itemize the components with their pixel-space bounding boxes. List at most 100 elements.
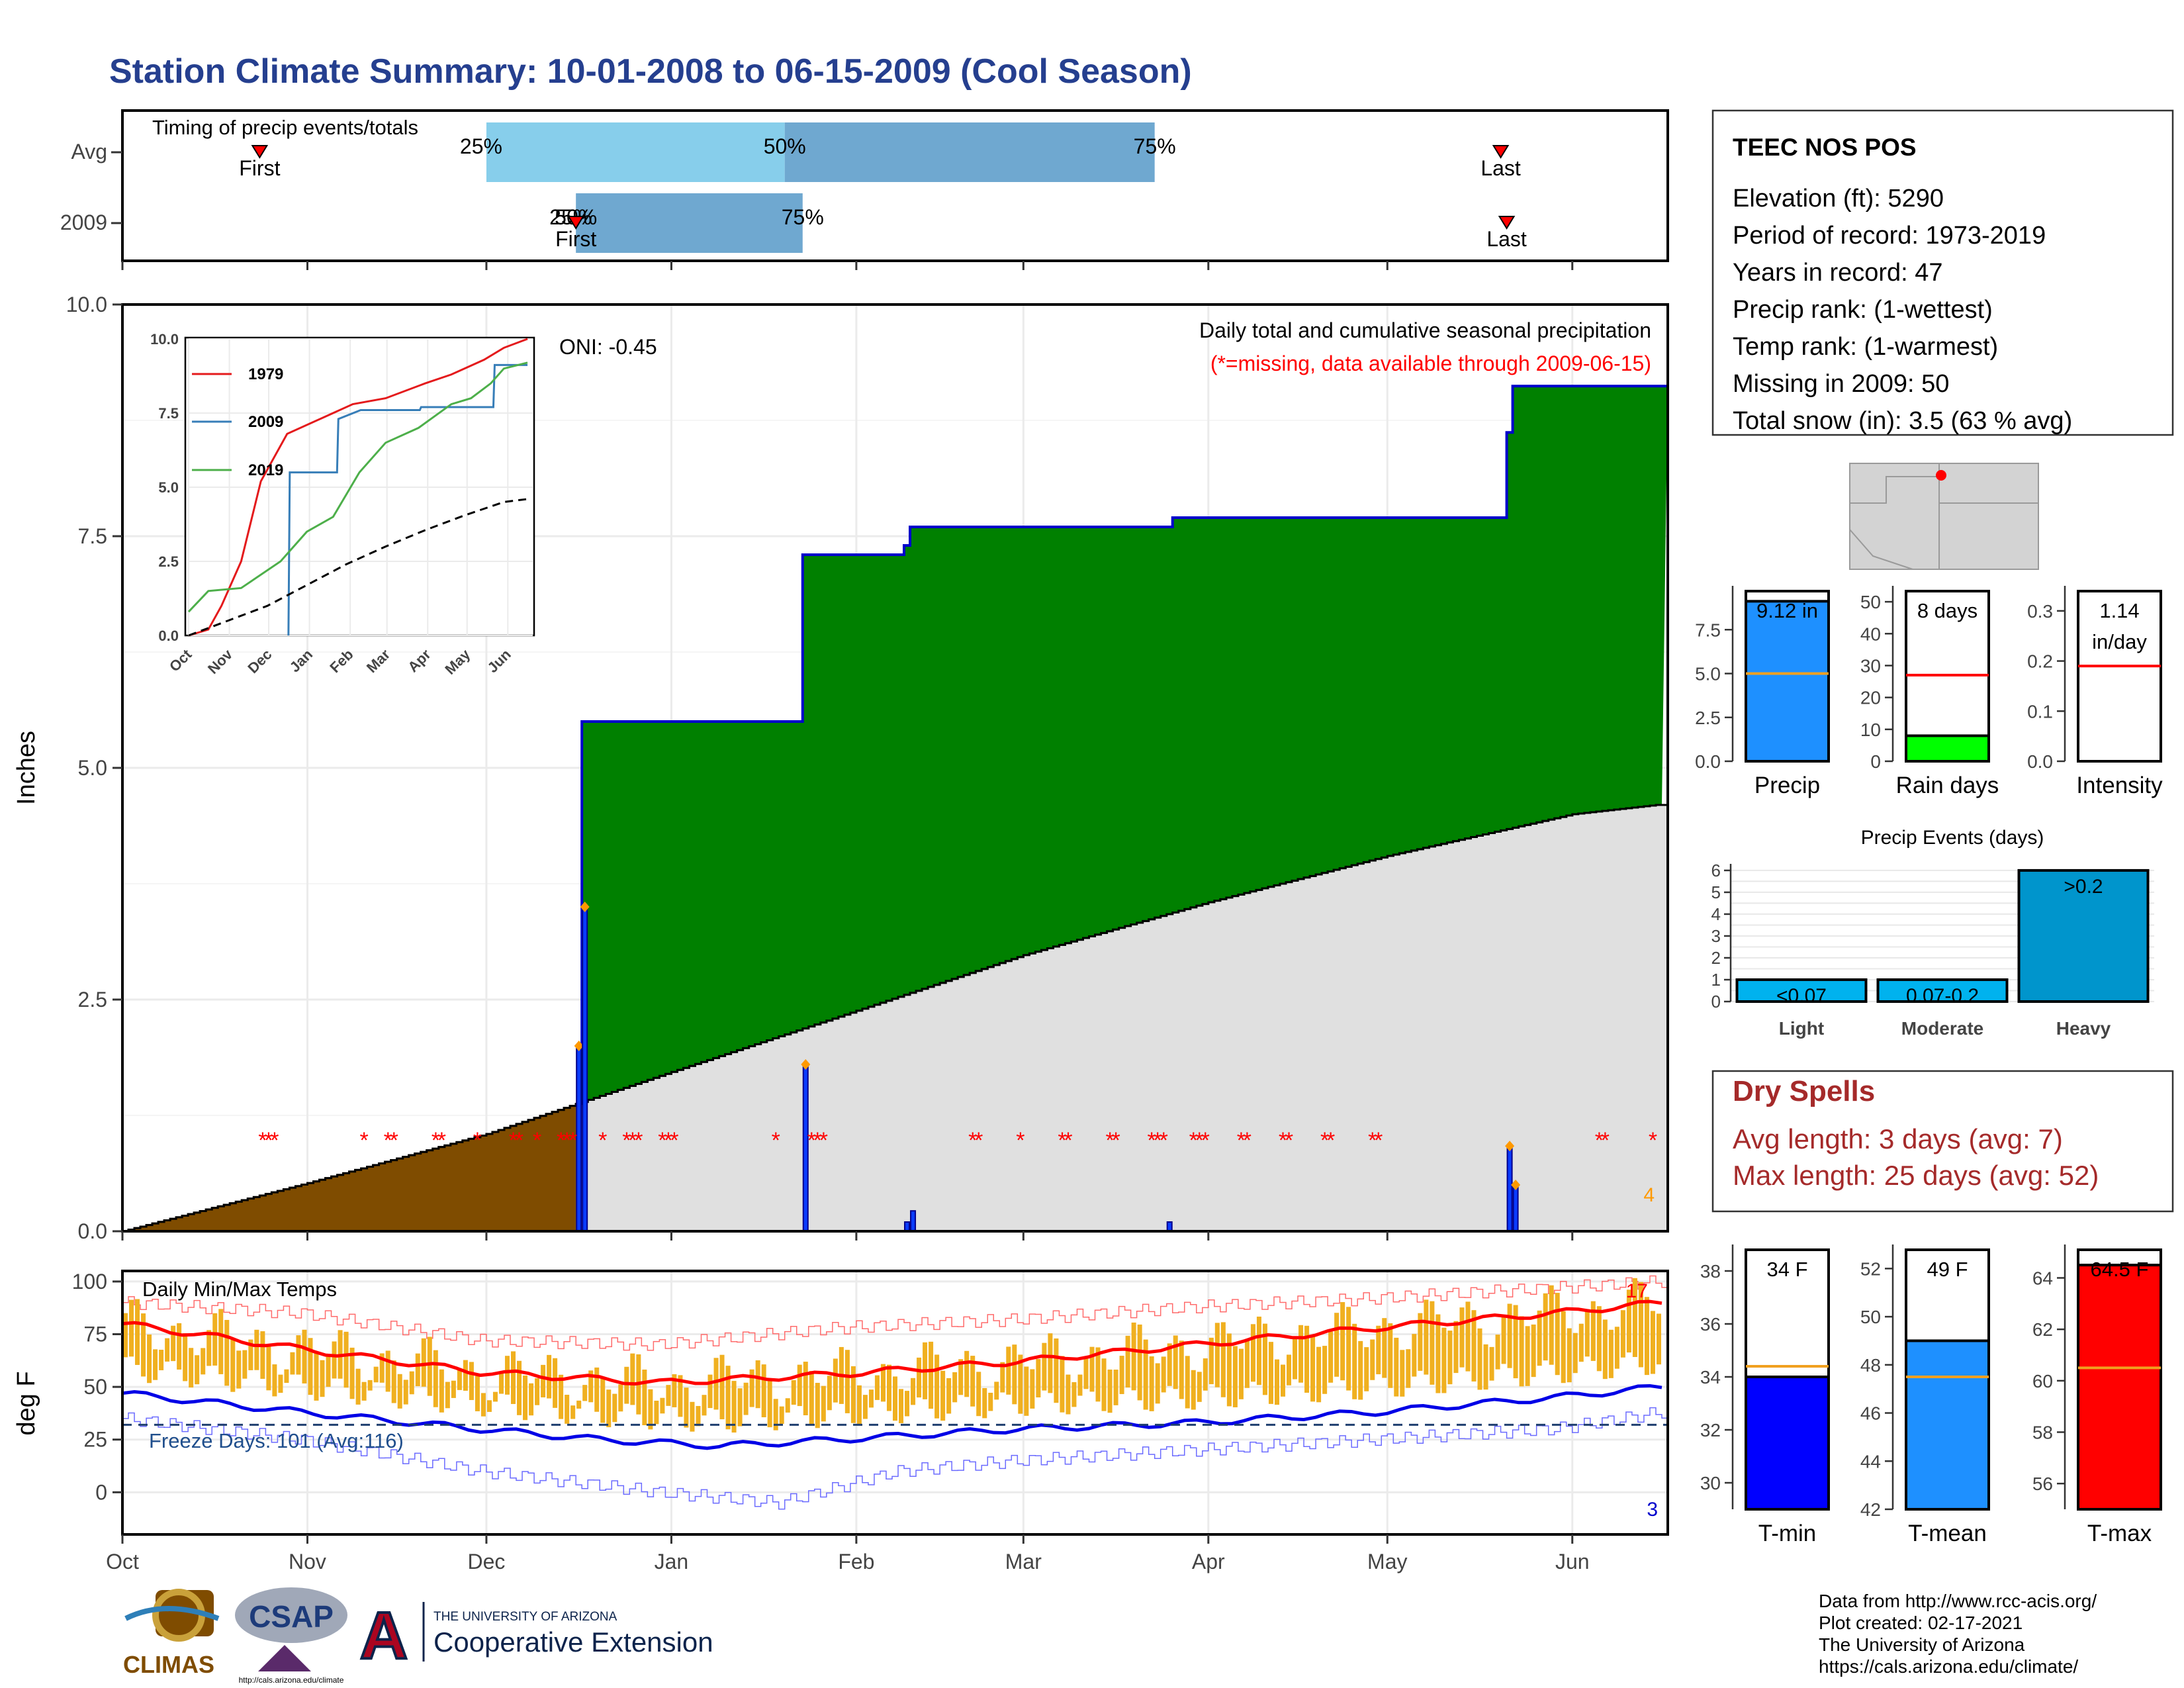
daily-temp-bar (1328, 1331, 1334, 1383)
daily-temp-bar (1430, 1301, 1435, 1385)
inset-legend-label: 1979 (248, 365, 283, 383)
daily-temp-bar (123, 1313, 128, 1358)
missing-day-marker: * (622, 1128, 631, 1153)
summary-ytick-label: 32 (1700, 1420, 1721, 1440)
dry-spells-box: Dry Spells Avg length: 3 days (avg: 7) M… (1711, 1070, 2174, 1213)
daily-temp-bar (1280, 1364, 1286, 1397)
daily-temp-bar (779, 1406, 784, 1424)
missing-day-marker: * (515, 1128, 523, 1153)
summary-ytick-label: 0.2 (2027, 651, 2053, 672)
missing-day-marker: * (1195, 1128, 1204, 1153)
month-label: Apr (1192, 1550, 1225, 1573)
timing-p75-label: 75% (782, 205, 824, 229)
ua-logo: A THE UNIVERSITY OF ARIZONA Cooperative … (359, 1597, 713, 1674)
timing-p75-label: 75% (1134, 134, 1176, 158)
daily-temp-bar (1137, 1324, 1142, 1401)
daily-temp-bar (421, 1338, 426, 1387)
missing-day-marker: * (569, 1128, 577, 1153)
hot-count-label: 17 (1626, 1280, 1648, 1302)
missing-day-marker: * (1595, 1128, 1604, 1153)
precip-chart-subtitle: (*=missing, data available through 2009-… (1210, 352, 1651, 375)
daily-temp-bar (1083, 1358, 1089, 1389)
temp-summary-bars: 30 32 34 36 38 34 F T-min 42 44 46 48 50 52 49 F T-mea… (1700, 1244, 2162, 1546)
summary-ytick-label: 20 (1860, 688, 1881, 708)
daily-temp-bar (1394, 1337, 1399, 1397)
timing-bar-25-50 (486, 122, 785, 182)
summary-value-box (2077, 590, 2162, 763)
normal-cumulative-line (122, 804, 1668, 1233)
inset-legend-label: 2019 (248, 461, 283, 479)
missing-day-marker: * (819, 1128, 828, 1153)
daily-temp-bar (1214, 1323, 1220, 1387)
daily-temp-bar (332, 1341, 337, 1379)
missing-day-marker: * (1243, 1128, 1251, 1153)
daily-temp-bar (1638, 1282, 1643, 1368)
daily-temp-bar (1042, 1342, 1047, 1391)
missing-day-marker: * (974, 1128, 983, 1153)
summary-value-label: 49 F (1927, 1258, 1968, 1281)
daily-temp-bar (791, 1380, 796, 1405)
daily-precip-marker (801, 1059, 811, 1070)
summary-ytick-label: 0.3 (2027, 601, 2053, 622)
daily-temp-bar (1376, 1325, 1381, 1375)
daily-temp-bar (1298, 1325, 1304, 1383)
daily-temp-bar (1268, 1342, 1273, 1404)
daily-temp-bar (1060, 1356, 1065, 1413)
summary-ytick-label: 56 (2032, 1474, 2053, 1494)
timing-last-label: Last (1486, 227, 1527, 251)
month-label: Oct (106, 1550, 139, 1573)
summary-ytick-label: 60 (2032, 1371, 2053, 1391)
daily-temp-bar (1071, 1382, 1077, 1407)
daily-temp-bar (343, 1331, 349, 1388)
inset-series-line (188, 498, 528, 637)
daily-temp-bar (630, 1353, 635, 1405)
daily-temp-bar (749, 1369, 754, 1407)
summary-value-label: 34 F (1766, 1258, 1807, 1281)
daily-temp-bar (486, 1400, 492, 1412)
summary-ytick-label: 5.0 (1695, 664, 1721, 684)
missing-day-marker: * (1649, 1128, 1657, 1153)
daily-temp-bar (1489, 1346, 1494, 1381)
missing-day-marker: * (473, 1128, 482, 1153)
daily-temp-bar (600, 1377, 606, 1423)
credits: Data from http://www.rcc-acis.org/ Plot … (1819, 1591, 2097, 1677)
inset-ytick-label: 2.5 (158, 553, 179, 570)
inset-ytick-label: 0.0 (158, 628, 179, 644)
daily-temp-bar (511, 1351, 516, 1404)
daily-temp-bar (934, 1354, 940, 1419)
daily-precip-bar (910, 1210, 917, 1232)
daily-temp-bar (648, 1389, 653, 1430)
temp-frame (121, 1270, 1669, 1536)
freeze-days-label: Freeze Days: 101 (Avg:116) (149, 1429, 404, 1452)
missing-day-marker: * (658, 1128, 666, 1153)
daily-temp-bar (1322, 1346, 1328, 1394)
daily-temp-bar (445, 1382, 450, 1409)
summary-ytick-label: 58 (2032, 1422, 2053, 1442)
daily-temp-bar (1459, 1307, 1465, 1368)
daily-temp-bar (403, 1380, 408, 1405)
events-bar-label: >0.2 (2064, 876, 2103, 898)
events-ytick-label: 4 (1711, 904, 1721, 924)
daily-temp-bar (159, 1350, 164, 1370)
dry-spells-title: Dry Spells (1733, 1075, 1875, 1107)
events-ytick-label: 5 (1711, 882, 1721, 902)
missing-day-marker: * (563, 1128, 571, 1153)
daily-temp-bar (868, 1389, 874, 1408)
station-line: Elevation (ft): 5290 (1733, 185, 1944, 212)
daily-temp-bar (1197, 1372, 1202, 1402)
daily-temp-bar (397, 1374, 402, 1409)
daily-temp-bar (660, 1397, 665, 1414)
daily-temp-bar (1179, 1340, 1184, 1399)
month-label: Feb (838, 1550, 874, 1573)
daily-temp-bar (349, 1347, 355, 1399)
month-label: Jan (655, 1550, 689, 1573)
cumulative-precip-line (576, 385, 1668, 1047)
climas-logo: CLIMAS (123, 1589, 220, 1678)
month-label: May (1367, 1550, 1407, 1573)
daily-temp-bar (1602, 1319, 1608, 1380)
missing-day-marker: * (1016, 1128, 1024, 1153)
daily-temp-bar (1447, 1331, 1453, 1385)
daily-temp-bar (224, 1319, 230, 1386)
daily-temp-bar (1537, 1310, 1542, 1366)
daily-temp-bar (1656, 1313, 1661, 1365)
